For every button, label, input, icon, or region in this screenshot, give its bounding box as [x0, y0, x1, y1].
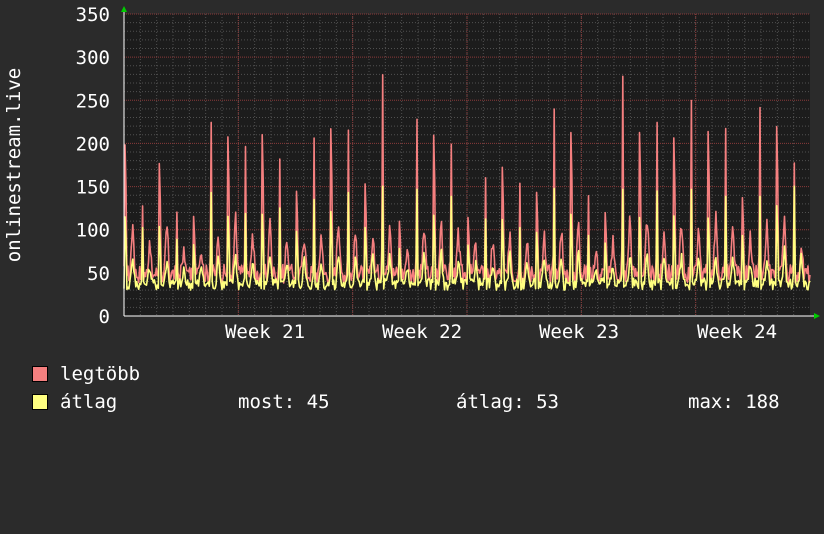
- legend-row-avg: átlag most: 45 átlag: 53 max: 188: [32, 390, 824, 414]
- legend-swatch-avg: [32, 394, 48, 410]
- y-axis-arrow: [121, 6, 127, 12]
- y-tick-label: 100: [76, 220, 110, 242]
- y-tick-label: 200: [76, 133, 110, 155]
- legend-swatch-max: [32, 366, 48, 382]
- series-group: [123, 74, 811, 291]
- y-tick-label: 150: [76, 177, 110, 199]
- x-tick-label: Week 24: [697, 321, 777, 340]
- y-axis-label: onlinestream.live: [3, 68, 25, 262]
- y-tick-label: 350: [76, 4, 110, 26]
- legend-label-max: legtöbb: [60, 363, 141, 385]
- y-tick-label: 300: [76, 47, 110, 69]
- chart: 0 50 100 150 200 250 300 350 Week 21 Week 22 Week …: [3, 4, 820, 340]
- axes: [121, 6, 820, 319]
- x-tick-label: Week 23: [539, 321, 619, 340]
- stat-average: átlag: 53: [456, 391, 559, 413]
- series-line-avg: [123, 185, 811, 291]
- y-tick-label: 250: [76, 90, 110, 112]
- legend-label-avg: átlag: [60, 391, 118, 413]
- legend-row-max: legtöbb: [32, 362, 824, 386]
- y-tick-label: 50: [87, 263, 110, 285]
- tick-labels: 0 50 100 150 200 250 300 350 Week 21 Week 22 Week …: [76, 4, 777, 340]
- y-tick-label: 0: [99, 306, 110, 328]
- x-tick-label: Week 21: [225, 321, 305, 340]
- stat-max: max: 188: [688, 391, 780, 413]
- x-axis-arrow: [814, 313, 820, 319]
- stat-now: most: 45: [238, 391, 330, 413]
- x-tick-label: Week 22: [382, 321, 462, 340]
